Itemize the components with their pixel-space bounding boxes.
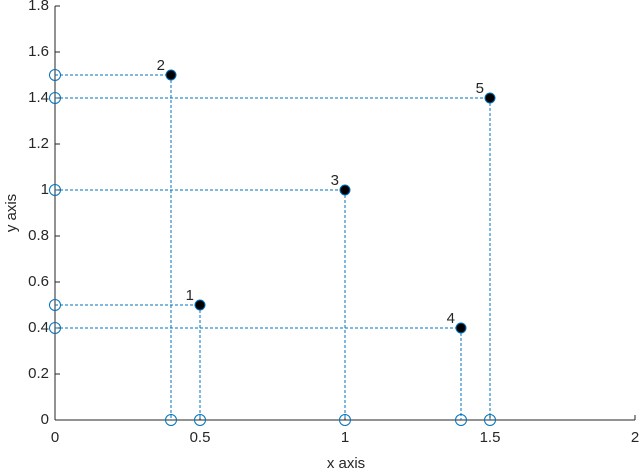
y-tick-label: 0: [41, 411, 49, 428]
y-tick-label: 0.8: [28, 227, 49, 244]
point-label: 2: [157, 57, 165, 74]
point-label: 3: [331, 172, 339, 189]
x-projection-marker: [339, 414, 351, 426]
point: [455, 322, 467, 334]
y-projection-marker: [49, 299, 61, 311]
x-tick-label: 1: [341, 429, 349, 446]
point: [339, 184, 351, 196]
y-tick-label: 1.6: [28, 43, 49, 60]
point-label: 1: [186, 287, 194, 304]
x-projection-marker: [194, 414, 206, 426]
point-label: 5: [476, 80, 484, 97]
y-tick-label: 0.4: [28, 319, 49, 336]
y-tick-label: 1.8: [28, 0, 49, 14]
point: [165, 69, 177, 81]
y-tick-label: 1.4: [28, 89, 49, 106]
y-projection-marker: [49, 184, 61, 196]
point: [484, 92, 496, 104]
y-tick-label: 0.6: [28, 273, 49, 290]
point: [194, 299, 206, 311]
x-tick-label: 0: [51, 429, 59, 446]
point-label: 4: [447, 310, 455, 327]
y-tick-label: 1: [41, 181, 49, 198]
y-axis-label: y axis: [3, 194, 20, 232]
x-projection-marker: [165, 414, 177, 426]
x-projection-marker: [455, 414, 467, 426]
x-tick-label: 1.5: [480, 429, 501, 446]
y-projection-marker: [49, 92, 61, 104]
y-projection-marker: [49, 69, 61, 81]
x-tick-label: 2: [631, 429, 639, 446]
x-projection-marker: [484, 414, 496, 426]
x-axis-label: x axis: [327, 455, 365, 470]
y-tick-label: 0.2: [28, 365, 49, 382]
y-projection-marker: [49, 322, 61, 334]
y-tick-label: 1.2: [28, 135, 49, 152]
x-tick-label: 0.5: [190, 429, 211, 446]
